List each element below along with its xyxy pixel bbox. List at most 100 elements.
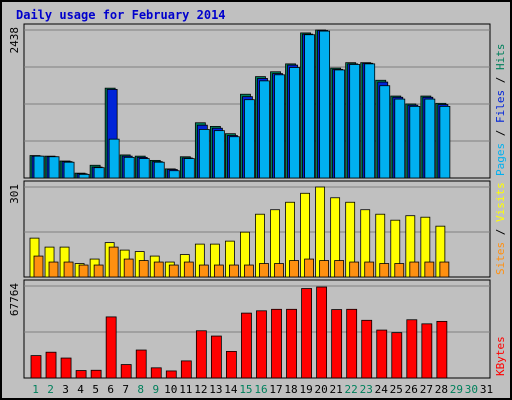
day-label-9: 9 (152, 383, 159, 396)
day-label-5: 5 (92, 383, 99, 396)
bar-pages-26 (409, 105, 421, 179)
bar-pages-8 (138, 158, 150, 179)
day-label-18: 18 (284, 383, 297, 396)
bar-sites-18 (289, 260, 299, 278)
legend-kbytes: KBytes (494, 336, 507, 376)
day-label-8: 8 (137, 383, 144, 396)
bar-pages-10 (168, 170, 180, 179)
bar-pages-21 (334, 69, 346, 179)
bar-sites-11 (183, 261, 194, 278)
bar-sites-6 (108, 246, 119, 278)
bar-pages-1 (33, 155, 45, 179)
bar-kbytes-5 (90, 369, 102, 379)
bar-kbytes-13 (210, 335, 222, 379)
bar-sites-8 (138, 260, 149, 278)
bar-kbytes-6 (105, 316, 117, 379)
day-label-7: 7 (122, 383, 129, 396)
bar-pages-22 (349, 64, 361, 179)
legend-files: Files (494, 90, 507, 123)
max-label-kbytes: 67764 (8, 283, 21, 316)
day-label-6: 6 (107, 383, 114, 396)
bar-sites-19 (304, 258, 314, 278)
bar-kbytes-11 (180, 360, 192, 379)
bar-pages-15 (244, 99, 255, 179)
bar-sites-5 (93, 264, 104, 278)
day-label-4: 4 (77, 383, 84, 396)
bar-sites-9 (153, 261, 164, 278)
bar-pages-23 (364, 63, 376, 179)
day-label-2: 2 (47, 383, 54, 396)
day-label-12: 12 (194, 383, 207, 396)
bar-pages-17 (274, 74, 285, 179)
bar-sites-28 (439, 261, 450, 278)
bar-kbytes-26 (406, 319, 418, 379)
bar-kbytes-25 (391, 332, 403, 379)
bar-kbytes-15 (241, 312, 252, 379)
bar-pages-19 (304, 34, 315, 179)
bar-pages-3 (63, 161, 75, 179)
bar-sites-27 (424, 261, 435, 278)
legend-kbytes: KBytes (494, 336, 507, 376)
day-label-21: 21 (330, 383, 343, 396)
day-label-13: 13 (209, 383, 222, 396)
day-label-31: 31 (480, 383, 493, 396)
bar-pages-2 (48, 156, 60, 179)
bar-sites-12 (198, 264, 209, 278)
day-label-1: 1 (32, 383, 39, 396)
bar-sites-13 (213, 264, 224, 278)
bar-kbytes-27 (421, 323, 433, 379)
bar-kbytes-2 (45, 351, 57, 379)
bar-sites-23 (364, 261, 375, 278)
max-label-hits_files_pages: 2438 (8, 27, 21, 54)
bar-kbytes-14 (226, 350, 237, 379)
day-label-25: 25 (390, 383, 403, 396)
bar-pages-12 (198, 129, 210, 179)
day-label-28: 28 (435, 383, 448, 396)
bar-sites-1 (33, 255, 44, 278)
bar-kbytes-17 (271, 308, 282, 379)
bar-pages-24 (379, 85, 391, 179)
bar-sites-24 (379, 263, 390, 278)
day-label-10: 10 (164, 383, 177, 396)
legend-hits: Hits (494, 44, 507, 71)
bar-pages-13 (213, 130, 225, 179)
bar-kbytes-1 (30, 355, 42, 379)
bar-kbytes-24 (376, 329, 388, 379)
bar-sites-15 (244, 264, 254, 278)
bar-pages-4 (78, 173, 90, 179)
bar-pages-6 (108, 138, 120, 179)
bar-pages-11 (183, 158, 195, 179)
bar-kbytes-21 (331, 309, 343, 379)
bar-pages-5 (93, 167, 105, 179)
bar-sites-26 (409, 261, 420, 278)
bar-pages-14 (229, 136, 240, 179)
day-label-24: 24 (375, 383, 389, 396)
bar-sites-3 (63, 261, 74, 278)
bar-kbytes-10 (165, 370, 177, 379)
legend-pages: Pages (494, 143, 507, 176)
day-label-3: 3 (62, 383, 69, 396)
day-label-22: 22 (345, 383, 358, 396)
bar-kbytes-22 (346, 308, 358, 379)
bar-sites-14 (229, 264, 239, 278)
bar-kbytes-19 (301, 288, 312, 379)
bar-sites-20 (319, 260, 330, 278)
bar-pages-20 (319, 30, 331, 179)
bar-kbytes-18 (286, 308, 297, 379)
legend-separator: / (494, 70, 507, 90)
bar-pages-16 (259, 80, 270, 179)
day-label-14: 14 (224, 383, 238, 396)
bar-pages-7 (123, 156, 135, 179)
day-label-29: 29 (450, 383, 463, 396)
bar-sites-22 (349, 261, 360, 278)
bar-kbytes-7 (120, 364, 132, 379)
legend-visits: Visits (494, 182, 507, 222)
legend-separator: / (494, 222, 507, 242)
bar-pages-27 (424, 98, 436, 179)
max-label-visits_sites: 301 (8, 184, 21, 204)
legend-visits_sites: Sites / Visits (494, 182, 507, 275)
bar-kbytes-4 (75, 370, 87, 379)
bar-kbytes-28 (436, 320, 448, 379)
day-label-30: 30 (465, 383, 478, 396)
